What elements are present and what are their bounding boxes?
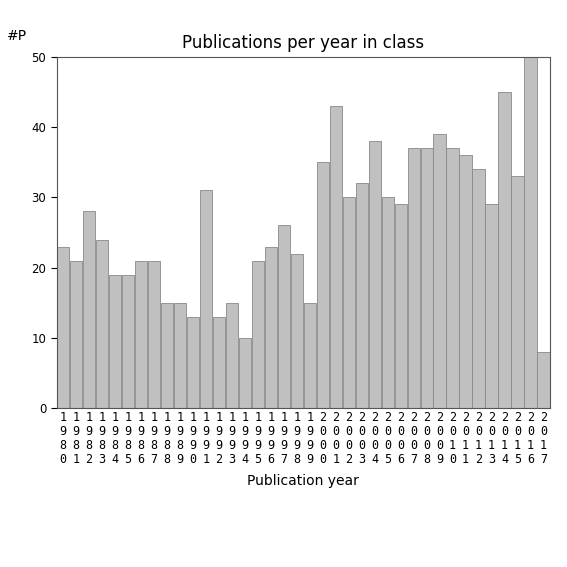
Bar xyxy=(148,261,160,408)
Title: Publications per year in class: Publications per year in class xyxy=(182,35,425,52)
Bar xyxy=(459,155,472,408)
Bar xyxy=(239,338,251,408)
Bar xyxy=(265,247,277,408)
Bar xyxy=(538,352,549,408)
Bar xyxy=(122,274,134,408)
Bar xyxy=(161,303,173,408)
Bar xyxy=(83,211,95,408)
Bar xyxy=(434,134,446,408)
Bar xyxy=(369,141,381,408)
Bar xyxy=(96,239,108,408)
Bar xyxy=(291,253,303,408)
Bar xyxy=(524,57,537,408)
Bar xyxy=(174,303,186,408)
Bar xyxy=(57,247,69,408)
Bar xyxy=(304,303,316,408)
Bar xyxy=(498,92,511,408)
Bar xyxy=(329,106,342,408)
Bar xyxy=(382,197,394,408)
Text: #P: #P xyxy=(7,29,27,43)
Bar xyxy=(109,274,121,408)
Bar xyxy=(472,169,485,408)
Bar xyxy=(408,148,420,408)
Bar xyxy=(213,317,225,408)
Bar xyxy=(135,261,147,408)
Bar xyxy=(342,197,355,408)
Bar xyxy=(395,204,407,408)
Bar xyxy=(200,191,212,408)
Bar xyxy=(316,162,329,408)
Bar xyxy=(226,303,238,408)
Bar xyxy=(421,148,433,408)
Bar xyxy=(252,261,264,408)
Bar xyxy=(485,204,498,408)
Bar xyxy=(278,226,290,408)
Bar xyxy=(511,176,524,408)
Bar xyxy=(446,148,459,408)
Bar xyxy=(70,261,82,408)
X-axis label: Publication year: Publication year xyxy=(247,475,359,488)
Bar xyxy=(187,317,199,408)
Bar xyxy=(356,183,368,408)
